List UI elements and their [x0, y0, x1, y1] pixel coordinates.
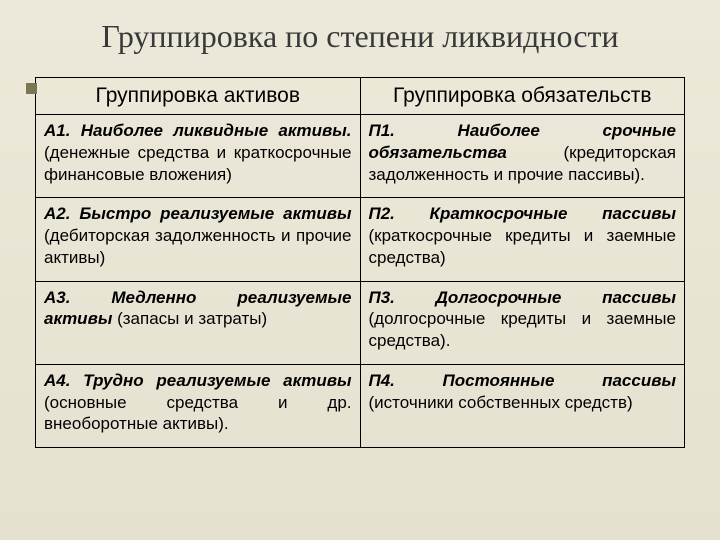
cell-text: (источники собственных средств) — [369, 393, 633, 412]
cell-a3: А3. Медленно реализуемые активы (запасы … — [36, 281, 361, 364]
page-title: Группировка по степени ликвидности — [35, 18, 685, 55]
cell-text: (долгосрочные кредиты и заемные средства… — [369, 309, 677, 350]
cell-a2: А2. Быстро реализуемые активы (дебиторск… — [36, 198, 361, 281]
table-row: А4. Трудно реализуемые активы (основные … — [36, 364, 685, 447]
cell-p1: П1. Наиболее срочные обязательства (кред… — [360, 115, 685, 198]
cell-a4: А4. Трудно реализуемые активы (основные … — [36, 364, 361, 447]
cell-p2: П2. Краткосрочные пассивы (краткосрочные… — [360, 198, 685, 281]
cell-p4: П4. Постоянные пассивы (источники собств… — [360, 364, 685, 447]
cell-text: (запасы и затраты) — [112, 309, 267, 328]
cell-bold: П4. Постоянные пассивы — [369, 371, 677, 390]
cell-bold: П3. Долгосрочные пассивы — [369, 288, 677, 307]
table-row: А1. Наиболее ликвидные активы. (денежные… — [36, 115, 685, 198]
cell-p3: П3. Долгосрочные пассивы (долгосрочные к… — [360, 281, 685, 364]
cell-bold: А1. Наиболее ликвидные активы. — [44, 121, 352, 140]
cell-text: (краткосрочные кредиты и заемные средств… — [369, 226, 677, 267]
table-row: А2. Быстро реализуемые активы (дебиторск… — [36, 198, 685, 281]
cell-bold: А4. Трудно реализуемые активы — [44, 371, 352, 390]
cell-bold: П2. Краткосрочные пассивы — [369, 204, 677, 223]
cell-text: (дебиторская задолженность и прочие акти… — [44, 226, 352, 267]
header-liabilities: Группировка обязательств — [360, 78, 685, 115]
cell-a1: А1. Наиболее ликвидные активы. (денежные… — [36, 115, 361, 198]
table-row: А3. Медленно реализуемые активы (запасы … — [36, 281, 685, 364]
cell-bold: А2. Быстро реализуемые активы — [44, 204, 352, 223]
cell-text: (основные средства и др. внеоборотные ак… — [44, 393, 352, 434]
bullet-icon — [26, 83, 37, 94]
cell-text: (денежные средства и краткосрочные финан… — [44, 143, 352, 184]
slide: Группировка по степени ликвидности Групп… — [0, 0, 720, 540]
header-assets: Группировка активов — [36, 78, 361, 115]
liquidity-table: Группировка активов Группировка обязател… — [35, 77, 685, 448]
